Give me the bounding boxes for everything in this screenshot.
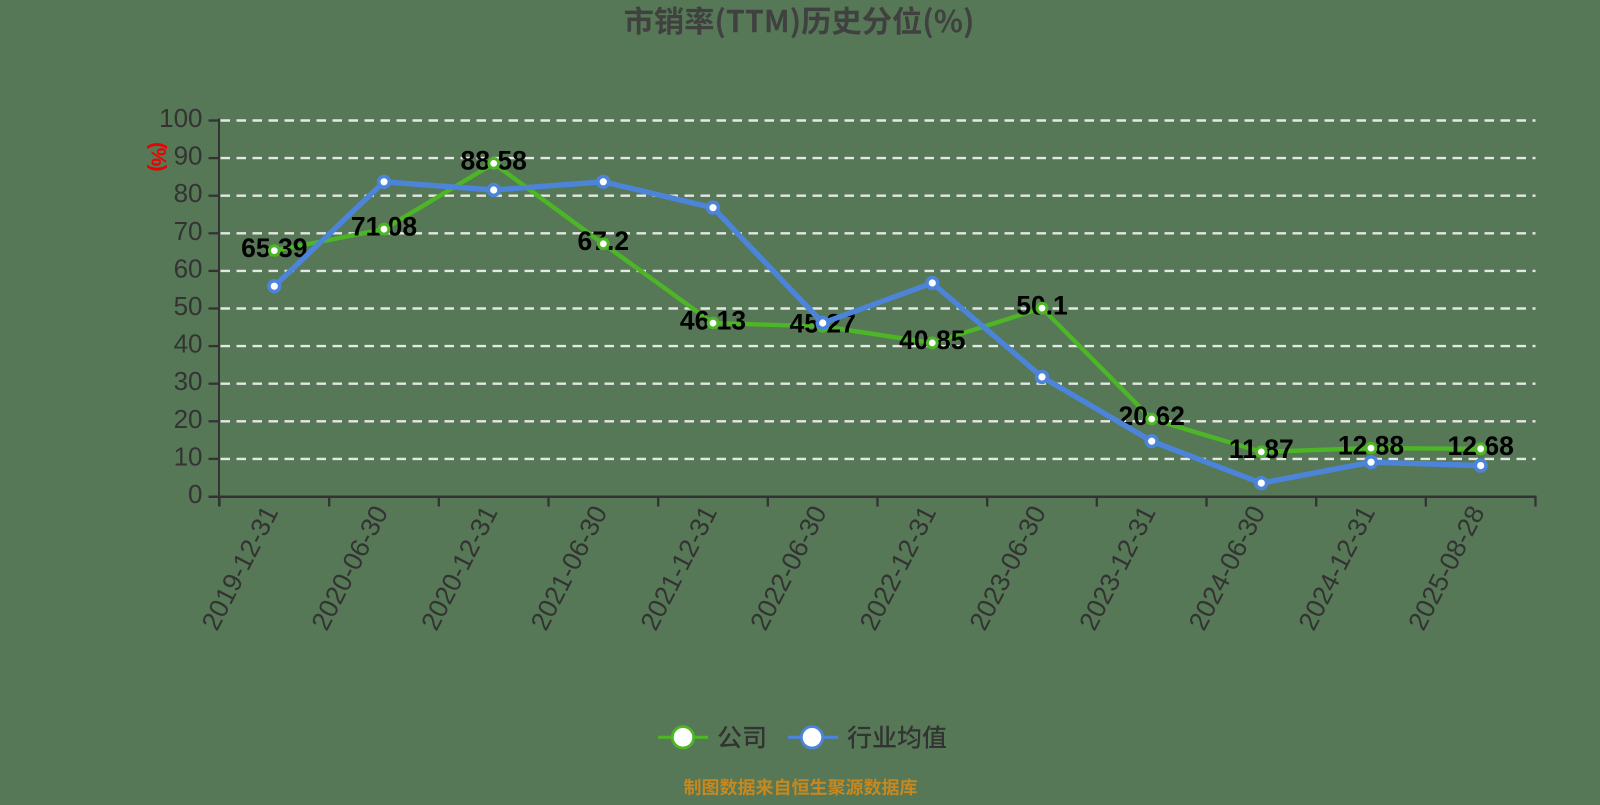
svg-text:2024-12-31: 2024-12-31 xyxy=(1292,501,1381,635)
svg-text:2024-06-30: 2024-06-30 xyxy=(1183,501,1272,635)
svg-text:90: 90 xyxy=(174,141,203,171)
svg-text:(%): (%) xyxy=(147,142,170,170)
svg-text:2019-12-31: 2019-12-31 xyxy=(196,501,285,635)
svg-text:2020-06-30: 2020-06-30 xyxy=(305,501,394,635)
svg-text:2022-12-31: 2022-12-31 xyxy=(854,501,943,635)
svg-text:2021-06-30: 2021-06-30 xyxy=(525,501,614,635)
svg-text:30: 30 xyxy=(174,366,203,396)
svg-text:2023-12-31: 2023-12-31 xyxy=(1073,501,1162,635)
svg-text:2023-06-30: 2023-06-30 xyxy=(963,501,1052,635)
svg-text:2020-12-31: 2020-12-31 xyxy=(415,501,504,635)
svg-text:2022-06-30: 2022-06-30 xyxy=(744,501,833,635)
svg-text:50: 50 xyxy=(174,291,203,321)
svg-text:70: 70 xyxy=(174,216,203,246)
svg-text:20: 20 xyxy=(174,404,203,434)
svg-text:80: 80 xyxy=(174,178,203,208)
svg-text:10: 10 xyxy=(174,441,203,471)
svg-text:100: 100 xyxy=(159,103,202,133)
svg-text:2025-08-28: 2025-08-28 xyxy=(1402,501,1491,635)
svg-text:2021-12-31: 2021-12-31 xyxy=(634,501,723,635)
svg-text:60: 60 xyxy=(174,253,203,283)
svg-text:40: 40 xyxy=(174,329,203,359)
svg-text:0: 0 xyxy=(188,479,202,509)
